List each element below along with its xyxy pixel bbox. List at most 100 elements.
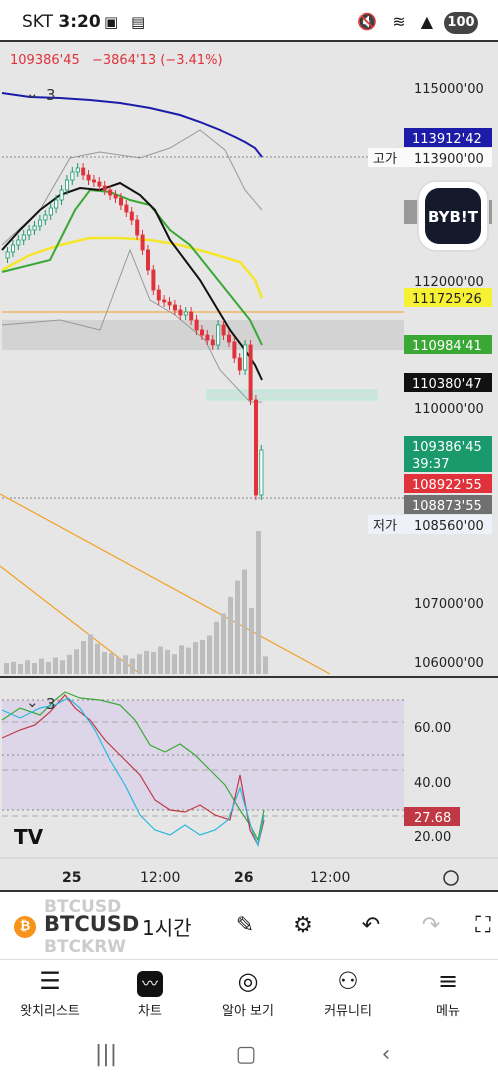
candle-body — [237, 357, 242, 371]
system-nav-bar: ||| ▢ ‹ — [0, 1030, 498, 1080]
rsi-axis-label: 20.00 — [414, 830, 451, 845]
bybit-logo-text: BYB!T — [428, 208, 479, 226]
indicator-count-main[interactable]: 3 — [46, 86, 56, 104]
chart-icon: 〰 — [100, 966, 200, 997]
bybit-logo-inner — [425, 188, 481, 244]
status-notification-icons: ▣ ▤ — [104, 13, 150, 31]
high-label: 고가 — [373, 152, 397, 167]
candle-body — [226, 334, 231, 343]
volume-bar — [53, 657, 58, 674]
volume-bar — [116, 657, 121, 674]
status-time: 3:20 — [58, 12, 101, 32]
green-ma-line — [1, 188, 263, 346]
candle-body — [97, 181, 102, 187]
indicator-count-sub[interactable]: 3 — [46, 695, 56, 713]
candle-body — [92, 179, 97, 183]
support-zone — [206, 389, 378, 401]
candle-body — [129, 211, 134, 221]
volume-bar — [228, 597, 233, 674]
candle-body — [145, 249, 150, 271]
volume-bar — [200, 639, 205, 674]
volume-bar — [60, 660, 65, 674]
volume-bar — [249, 608, 254, 674]
back-icon[interactable]: ‹ — [381, 1042, 391, 1067]
grey-price-tag-text: 108873'55 — [412, 499, 482, 514]
volume-bar — [102, 652, 107, 674]
upper-band-line — [1, 129, 263, 246]
candle-body — [259, 449, 264, 496]
volume-bar — [95, 643, 100, 674]
lower-band-line — [1, 248, 262, 403]
recent-apps-icon[interactable]: ||| — [94, 1042, 118, 1067]
home-icon[interactable]: ▢ — [235, 1042, 257, 1067]
candle-body — [178, 309, 183, 316]
chevron-down-icon[interactable]: ⌄ — [26, 693, 39, 711]
candle-body — [70, 171, 75, 181]
volume-bar — [130, 658, 135, 674]
price-chart[interactable]: 109386'45 −3864'13 (−3.41%) ⌄ 3 115000'0… — [0, 40, 498, 892]
candle-body — [221, 324, 226, 336]
candle-body — [59, 189, 64, 201]
candle-body — [21, 234, 26, 241]
tab-explore[interactable]: ◎ 알아 보기 — [198, 966, 298, 1026]
candle-body — [205, 334, 210, 341]
candle-body — [194, 319, 199, 331]
volume-bar — [207, 635, 212, 674]
symbol-ghost-bottom: BTCKRW — [44, 937, 127, 957]
tab-chart[interactable]: 〰 차트 — [100, 966, 200, 1026]
rsi-cyan-line — [1, 697, 265, 848]
candle-body — [81, 167, 86, 176]
tab-label: 왓치리스트 — [20, 1004, 80, 1019]
candle-body — [232, 341, 237, 359]
volume-bar — [109, 653, 114, 674]
menu-icon: ≡ — [437, 967, 459, 995]
time-axis-label: 12:00 — [310, 870, 350, 886]
volume-bar — [4, 663, 9, 674]
volume-bar — [46, 661, 51, 674]
volume-bar — [193, 642, 198, 674]
pencil-icon[interactable]: ✎ — [235, 913, 255, 938]
volume-bar — [39, 658, 44, 674]
rsi-red-line — [1, 694, 265, 847]
volume-bars — [4, 531, 268, 674]
candle-body — [38, 219, 43, 227]
redo-icon[interactable]: ↷ — [421, 913, 441, 938]
green-ma-tag — [404, 335, 492, 354]
fullscreen-icon[interactable]: ⛶ — [475, 913, 491, 938]
trend-line-lower — [0, 565, 141, 675]
bitcoin-icon: ₿ — [14, 916, 36, 938]
chevron-down-icon[interactable]: ⌄ — [26, 84, 39, 102]
price-pane[interactable] — [2, 42, 404, 674]
undo-icon[interactable]: ↶ — [361, 913, 381, 938]
volume-bar — [214, 621, 219, 674]
price-change-text: −3864'13 (−3.41%) — [92, 53, 223, 68]
tab-label: 커뮤니티 — [324, 1004, 372, 1019]
red-price-tag-text: 108922'55 — [412, 478, 482, 493]
current-price-text: 109386'45 — [412, 440, 482, 455]
red-price-tag — [404, 474, 492, 493]
symbol-label[interactable]: BTCUSD — [44, 912, 140, 936]
interval-selector[interactable]: 1시간 — [142, 916, 192, 940]
tab-community[interactable]: ⚇ 커뮤니티 — [298, 966, 398, 1026]
high-value: 113900'00 — [414, 152, 484, 167]
rsi-green-line — [1, 691, 265, 842]
candle-body — [248, 344, 253, 401]
bottom-tab-bar: ☰ 왓치리스트 〰 차트 ◎ 알아 보기 ⚇ 커뮤니티 ≡ 메뉴 — [0, 960, 498, 1030]
time-axis-label: 25 — [62, 870, 81, 886]
volume-bar — [137, 654, 142, 674]
sliders-icon[interactable]: ⚙ — [293, 913, 313, 938]
tab-menu[interactable]: ≡ 메뉴 — [398, 966, 498, 1026]
volume-bar — [179, 645, 184, 674]
candle-body — [119, 197, 124, 206]
watchlist-icon: ☰ — [39, 967, 61, 995]
yellow-ma-tag-text: 111725'26 — [412, 292, 482, 307]
candle-body — [135, 219, 140, 236]
current-price-tag — [404, 436, 492, 472]
battery-indicator: 100 — [444, 12, 478, 34]
grey-price-tag — [404, 495, 492, 514]
volume-bar — [74, 649, 79, 674]
tab-watchlist[interactable]: ☰ 왓치리스트 — [0, 966, 100, 1026]
chart-settings-icon[interactable] — [443, 870, 459, 886]
rsi-axis-label: 60.00 — [414, 721, 451, 736]
blue-trend-line — [1, 92, 263, 158]
